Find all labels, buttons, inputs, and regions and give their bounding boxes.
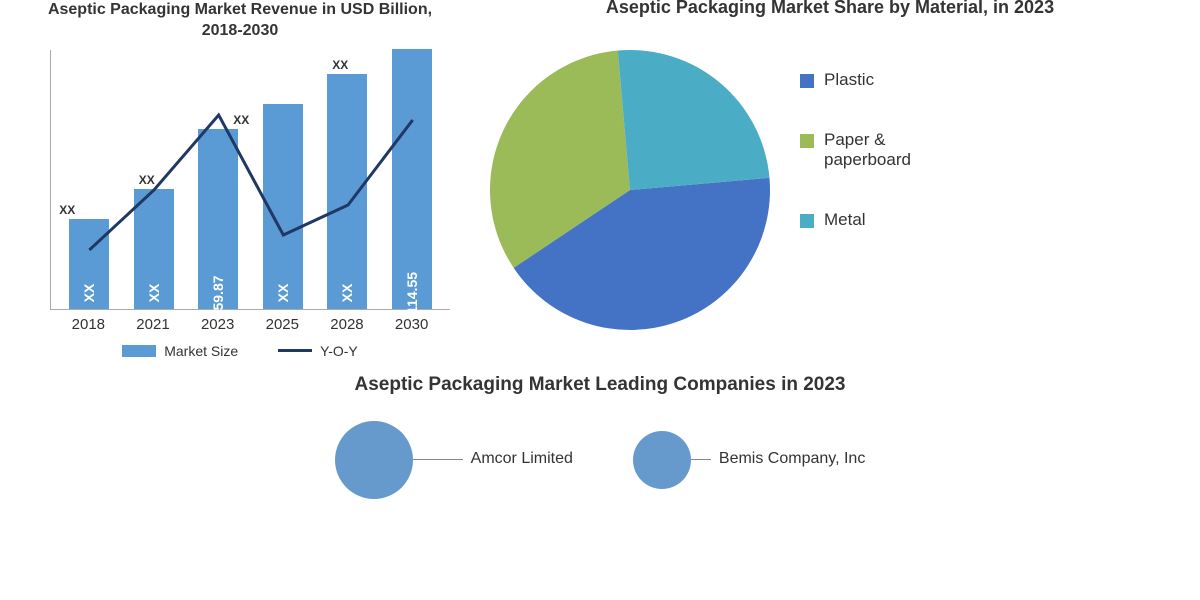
bar-col: 114.55 bbox=[388, 49, 436, 309]
pie-chart-panel: Aseptic Packaging Market Share by Materi… bbox=[490, 0, 1170, 359]
xaxis-label: 2025 bbox=[258, 316, 306, 333]
companies-panel: Aseptic Packaging Market Leading Compani… bbox=[0, 374, 1200, 499]
xaxis-label: 2023 bbox=[194, 316, 242, 333]
bar-col: XXXX bbox=[130, 189, 178, 309]
pie-legend-label: Plastic bbox=[824, 70, 874, 90]
legend-bar-swatch bbox=[122, 345, 156, 357]
pie-legend-swatch bbox=[800, 214, 814, 228]
bar-chart-legend: Market Size Y-O-Y bbox=[30, 343, 450, 359]
company-bubble-item: Amcor Limited bbox=[335, 421, 573, 499]
pie-chart-title: Aseptic Packaging Market Share by Materi… bbox=[490, 0, 1170, 19]
bar-col: XXXX bbox=[323, 74, 371, 309]
legend-bar: Market Size bbox=[122, 343, 238, 359]
pie-legend: Plastic Paper & paperboard Metal bbox=[800, 70, 964, 359]
companies-title: Aseptic Packaging Market Leading Compani… bbox=[0, 374, 1200, 396]
bar-chart-xaxis: 2018 2021 2023 2025 2028 2030 bbox=[50, 310, 450, 333]
pie-legend-label: Metal bbox=[824, 210, 866, 230]
companies-bubbles: Amcor Limited Bemis Company, Inc bbox=[0, 421, 1200, 499]
bar-value-label: 59.87 bbox=[210, 275, 226, 310]
pie-legend-item: Paper & paperboard bbox=[800, 130, 964, 170]
bar-chart-panel: Aseptic Packaging Market Revenue in USD … bbox=[30, 0, 450, 359]
xaxis-label: 2018 bbox=[64, 316, 112, 333]
company-bubble bbox=[633, 431, 691, 489]
bar-chart-title: Aseptic Packaging Market Revenue in USD … bbox=[30, 0, 450, 42]
company-leader-line bbox=[413, 459, 463, 460]
legend-line: Y-O-Y bbox=[278, 343, 358, 359]
bar-rect: 59.87 bbox=[198, 129, 238, 309]
bar-value-label: 114.55 bbox=[404, 272, 420, 314]
pie-slice bbox=[618, 50, 770, 190]
bar-rect: XX bbox=[69, 219, 109, 309]
pie-svg bbox=[490, 50, 770, 330]
legend-line-swatch bbox=[278, 349, 312, 352]
legend-line-label: Y-O-Y bbox=[320, 343, 358, 359]
company-bubble bbox=[335, 421, 413, 499]
bar-value-label: XX bbox=[275, 283, 291, 302]
bar-value-label: XX bbox=[81, 283, 97, 302]
company-label: Amcor Limited bbox=[471, 449, 573, 470]
bar-value-label: XX bbox=[339, 283, 355, 302]
xaxis-label: 2021 bbox=[129, 316, 177, 333]
bar-rect: XX bbox=[327, 74, 367, 309]
bar-col: XXXX bbox=[65, 219, 113, 309]
bar-rect: XX bbox=[134, 189, 174, 309]
bar-top-label: XX bbox=[59, 203, 75, 217]
bar-top-label: XX bbox=[139, 173, 155, 187]
bar-top-label: XX bbox=[233, 113, 249, 127]
legend-bar-label: Market Size bbox=[164, 343, 238, 359]
xaxis-label: 2028 bbox=[323, 316, 371, 333]
company-bubble-item: Bemis Company, Inc bbox=[633, 431, 865, 489]
pie-chart-area bbox=[490, 50, 770, 359]
pie-legend-item: Metal bbox=[800, 210, 964, 230]
pie-legend-swatch bbox=[800, 74, 814, 88]
company-leader-line bbox=[691, 459, 711, 460]
bar-chart-area: XXXXXXXXXX59.87XXXXXX114.55 bbox=[50, 50, 450, 310]
bar-rect: XX bbox=[263, 104, 303, 309]
pie-legend-label: Paper & paperboard bbox=[824, 130, 964, 170]
xaxis-label: 2030 bbox=[388, 316, 436, 333]
bar-col: XX bbox=[259, 104, 307, 309]
bar-col: XX59.87 bbox=[194, 129, 242, 309]
pie-legend-item: Plastic bbox=[800, 70, 964, 90]
bar-top-label: XX bbox=[332, 58, 348, 72]
bar-rect: 114.55 bbox=[392, 49, 432, 309]
company-label: Bemis Company, Inc bbox=[719, 449, 865, 470]
pie-legend-swatch bbox=[800, 134, 814, 148]
bar-value-label: XX bbox=[146, 283, 162, 302]
